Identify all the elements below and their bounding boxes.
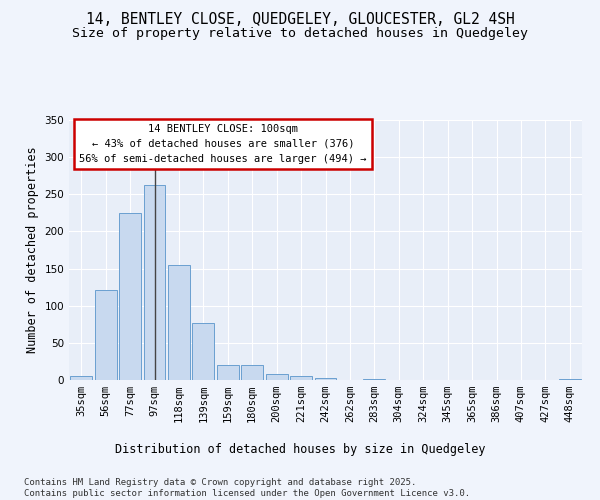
Bar xyxy=(168,265,190,380)
Bar xyxy=(266,374,287,380)
Text: Contains HM Land Registry data © Crown copyright and database right 2025.
Contai: Contains HM Land Registry data © Crown c… xyxy=(24,478,470,498)
Y-axis label: Number of detached properties: Number of detached properties xyxy=(26,146,39,354)
Bar xyxy=(70,376,92,380)
Bar xyxy=(193,323,214,380)
Bar xyxy=(95,290,116,380)
Text: Size of property relative to detached houses in Quedgeley: Size of property relative to detached ho… xyxy=(72,28,528,40)
Bar xyxy=(143,184,166,380)
Bar xyxy=(119,213,141,380)
Bar xyxy=(290,376,312,380)
Bar xyxy=(217,365,239,380)
Text: 14, BENTLEY CLOSE, QUEDGELEY, GLOUCESTER, GL2 4SH: 14, BENTLEY CLOSE, QUEDGELEY, GLOUCESTER… xyxy=(86,12,514,28)
Bar xyxy=(241,365,263,380)
Text: 14 BENTLEY CLOSE: 100sqm
← 43% of detached houses are smaller (376)
56% of semi-: 14 BENTLEY CLOSE: 100sqm ← 43% of detach… xyxy=(79,124,367,164)
Text: Distribution of detached houses by size in Quedgeley: Distribution of detached houses by size … xyxy=(115,442,485,456)
Bar xyxy=(314,378,337,380)
Bar xyxy=(559,378,581,380)
